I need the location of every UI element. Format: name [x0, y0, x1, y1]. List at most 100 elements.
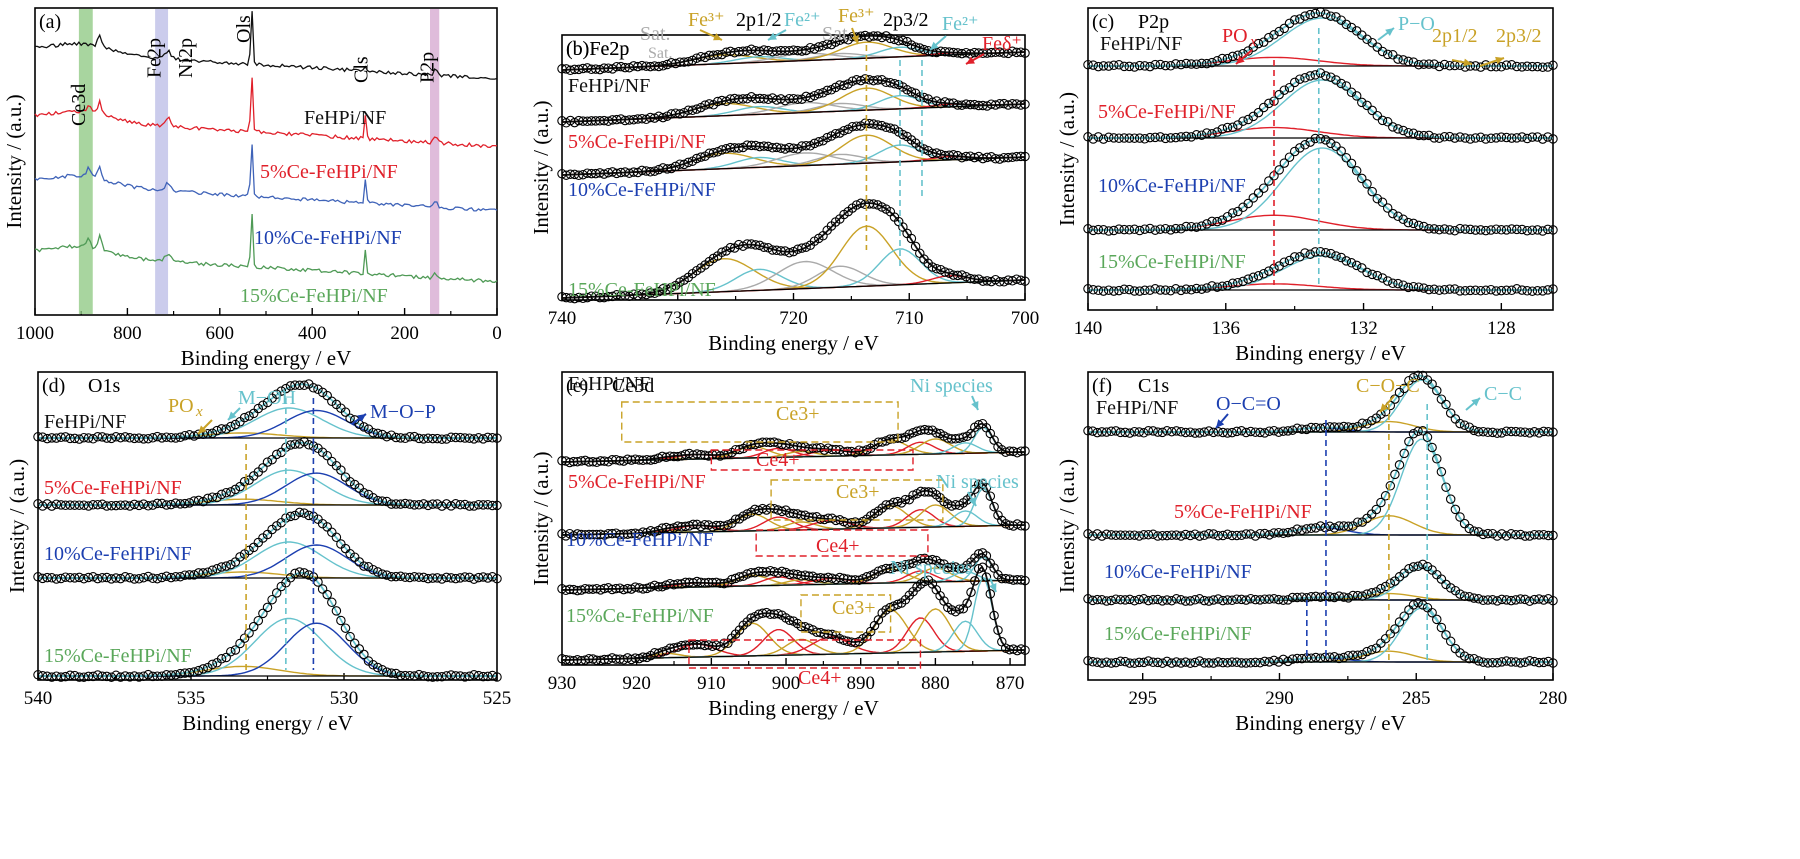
data-point: [1465, 61, 1476, 71]
data-point: [1520, 427, 1530, 437]
data-point: [143, 433, 153, 444]
data-point: [626, 528, 637, 539]
data-point: [1185, 596, 1196, 606]
data-point: [1429, 224, 1439, 234]
data-point: [801, 140, 811, 151]
data-point: [1106, 595, 1117, 606]
data-point: [1020, 99, 1030, 110]
data-point: [1253, 188, 1264, 198]
data-point: [152, 671, 163, 681]
data-point: [460, 672, 470, 682]
data-point: [1134, 427, 1144, 437]
data-point: [1380, 491, 1391, 501]
data-point: [1016, 100, 1026, 110]
data-point: [1441, 579, 1451, 590]
data-point: [391, 432, 401, 443]
data-point: [704, 99, 715, 109]
data-point: [1464, 523, 1475, 534]
data-point: [1543, 427, 1554, 437]
data-point: [230, 484, 241, 495]
data-point: [1125, 658, 1135, 668]
data-point: [161, 432, 172, 442]
data-point: [1016, 151, 1026, 162]
data-point: [703, 640, 714, 650]
data-point: [1371, 504, 1382, 515]
data-point: [1165, 133, 1176, 143]
data-point: [675, 109, 685, 119]
data-point: [591, 583, 602, 594]
data-point: [1487, 595, 1498, 605]
component-label: x: [195, 404, 203, 420]
peak-label: P2p: [417, 52, 439, 83]
data-point: [226, 487, 236, 497]
data-point: [1527, 225, 1538, 235]
data-point: [51, 574, 62, 584]
data-point: [669, 451, 679, 462]
data-point: [1264, 657, 1275, 667]
panel-title: P2p: [1138, 11, 1169, 33]
data-point: [784, 247, 795, 258]
data-point: [450, 671, 461, 681]
data-point: [1134, 594, 1144, 605]
data-point: [47, 433, 57, 443]
data-point: [1465, 285, 1476, 296]
x-tick-label: 525: [483, 688, 512, 709]
data-point: [868, 199, 879, 209]
data-point: [1366, 415, 1377, 426]
data-point: [189, 496, 199, 506]
data-point: [483, 432, 493, 443]
data-point: [1120, 427, 1130, 438]
data-point: [1305, 71, 1315, 81]
data-point: [1469, 425, 1479, 436]
data-point: [125, 572, 135, 583]
data-point: [1218, 595, 1228, 606]
data-point: [1150, 284, 1160, 294]
component-label: Ce4+: [798, 667, 842, 689]
data-point: [1160, 60, 1171, 71]
arrow-head: [1471, 398, 1480, 407]
data-point: [317, 584, 328, 594]
x-tick-label: 870: [996, 673, 1025, 694]
data-point: [1543, 656, 1554, 667]
data-point: [1532, 61, 1543, 72]
data-point: [989, 501, 999, 512]
data-point: [708, 148, 719, 158]
highlight-band-ce3d: [78, 9, 93, 314]
data-point: [1527, 132, 1538, 142]
data-point: [1362, 589, 1372, 599]
data-point: [666, 282, 677, 293]
data-point: [568, 656, 579, 666]
data-point: [1311, 422, 1321, 433]
data-point: [1199, 530, 1210, 541]
data-point: [1227, 657, 1237, 667]
data-point: [1243, 198, 1253, 209]
data-point: [1524, 596, 1535, 606]
data-point: [60, 432, 71, 442]
arrow-head: [713, 33, 722, 41]
data-point: [340, 623, 351, 633]
arrow-head: [1463, 58, 1472, 67]
data-point: [1348, 422, 1358, 433]
data-point: [1305, 249, 1315, 260]
panel-a: 1000 800 600 400 200 0 Binding energy / eV Inte…: [2, 7, 502, 370]
data-point: [1176, 285, 1186, 296]
data-point: [898, 129, 908, 140]
data-point: [285, 381, 296, 391]
data-point: [626, 455, 637, 465]
data-point: [184, 430, 195, 440]
y-axis-label: Intensity / (a.u.): [529, 100, 553, 234]
data-point: [1171, 284, 1181, 294]
data-point: [1501, 426, 1512, 437]
data-point: [1171, 657, 1182, 667]
data-point: [1497, 529, 1507, 539]
data-point: [83, 433, 94, 443]
data-point: [1212, 127, 1222, 137]
data-point: [1016, 47, 1026, 57]
data-point: [1232, 657, 1242, 668]
data-point: [1208, 658, 1219, 668]
data-point: [1543, 285, 1553, 295]
data-point: [1329, 422, 1340, 432]
data-point: [1534, 428, 1544, 438]
data-point: [680, 577, 691, 588]
data-point: [1538, 426, 1549, 437]
